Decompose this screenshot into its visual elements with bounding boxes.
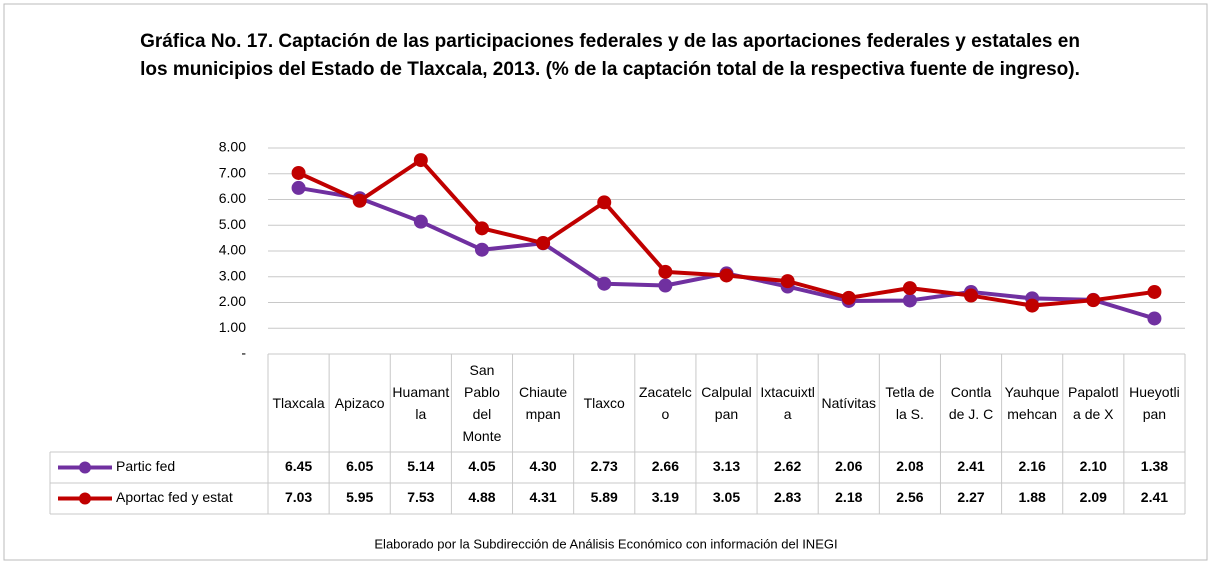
category-label: Papalotla de X: [1067, 384, 1119, 422]
title-box: Gráfica No. 17. Captación de las partici…: [140, 31, 1080, 80]
legend-marker: [79, 461, 91, 474]
value-label: 3.05: [713, 489, 740, 505]
y-tick-label: -: [241, 345, 246, 361]
source-note: Elaborado por la Subdirección de Análisi…: [374, 536, 837, 551]
marker: [597, 195, 612, 210]
value-label: 2.18: [835, 489, 862, 505]
legend-label: Aportac fed y estat: [116, 489, 233, 505]
value-label: 5.89: [591, 489, 618, 505]
value-label: 2.27: [957, 489, 984, 505]
marker: [291, 165, 306, 180]
value-label: 2.08: [896, 458, 923, 474]
y-tick-label: 4.00: [219, 242, 246, 258]
value-label: 2.62: [774, 458, 801, 474]
value-label: 1.38: [1141, 458, 1168, 474]
category-label: Zacatelco: [638, 384, 692, 422]
category-label: Yauhquemehcan: [1004, 384, 1060, 422]
marker: [780, 274, 795, 289]
marker: [413, 214, 428, 229]
marker: [719, 268, 734, 283]
series-line: [297, 158, 1155, 308]
value-label: 7.53: [407, 489, 434, 505]
y-tick-label: 8.00: [219, 139, 246, 155]
value-label: 2.41: [957, 458, 984, 474]
y-tick-label: 5.00: [219, 216, 246, 232]
category-label: Calpulalpan: [701, 384, 752, 422]
marker: [352, 193, 367, 208]
y-tick-label: 1.00: [219, 319, 246, 335]
value-label: 6.05: [346, 458, 373, 474]
value-label: 7.03: [285, 489, 312, 505]
value-label: 6.45: [285, 458, 312, 474]
marker: [964, 288, 979, 303]
value-label: 2.56: [896, 489, 923, 505]
marker: [1147, 311, 1162, 326]
category-label: Tetla de la S.: [885, 384, 935, 422]
value-label: 2.10: [1080, 458, 1107, 474]
value-label: 5.14: [407, 458, 434, 474]
category-label: Contla de J. C: [948, 384, 994, 422]
category-label: San Pablo del Monte: [462, 362, 502, 444]
value-label: 4.30: [529, 458, 556, 474]
y-tick-label: 3.00: [219, 267, 246, 283]
category-label: Ixtacuixtla: [760, 384, 815, 422]
y-tick-label: 6.00: [219, 190, 246, 206]
value-label: 4.31: [529, 489, 556, 505]
category-label: Apizaco: [334, 395, 385, 411]
value-label: 2.16: [1019, 458, 1046, 474]
value-label: 2.09: [1080, 489, 1107, 505]
value-label: 2.83: [774, 489, 801, 505]
marker: [841, 290, 856, 305]
value-label: 2.41: [1141, 489, 1168, 505]
value-label: 2.06: [835, 458, 862, 474]
value-label: 5.95: [346, 489, 373, 505]
marker: [474, 221, 489, 236]
value-label: 3.13: [713, 458, 740, 474]
category-label: Huamantla: [392, 384, 450, 422]
value-label: 4.88: [468, 489, 495, 505]
chart-title: Gráfica No. 17. Captación de las partici…: [140, 31, 1080, 80]
value-label: 2.66: [652, 458, 679, 474]
value-label: 1.88: [1019, 489, 1046, 505]
marker: [902, 281, 917, 296]
marker: [1086, 293, 1101, 308]
legend-label: Partic fed: [116, 458, 175, 474]
marker: [902, 293, 917, 308]
marker: [597, 276, 612, 291]
marker: [658, 278, 673, 293]
marker: [413, 153, 428, 168]
legend-marker: [79, 492, 91, 505]
category-label: Tlaxcala: [272, 395, 325, 411]
marker: [1025, 298, 1040, 313]
y-tick-label: 2.00: [219, 293, 246, 309]
chart-border: [3, 3, 1208, 561]
marker: [536, 236, 551, 251]
marker: [474, 242, 489, 257]
value-label: 2.73: [591, 458, 618, 474]
value-label: 4.05: [468, 458, 495, 474]
marker: [658, 264, 673, 279]
marker: [1147, 284, 1162, 299]
category-label: Hueyotlipan: [1129, 384, 1180, 422]
value-label: 3.19: [652, 489, 679, 505]
y-tick-label: 7.00: [219, 164, 246, 180]
marker: [291, 180, 306, 195]
category-label: Tlaxco: [583, 395, 625, 411]
category-label: Chiautempan: [518, 384, 568, 422]
category-label: Natívitas: [821, 395, 876, 411]
